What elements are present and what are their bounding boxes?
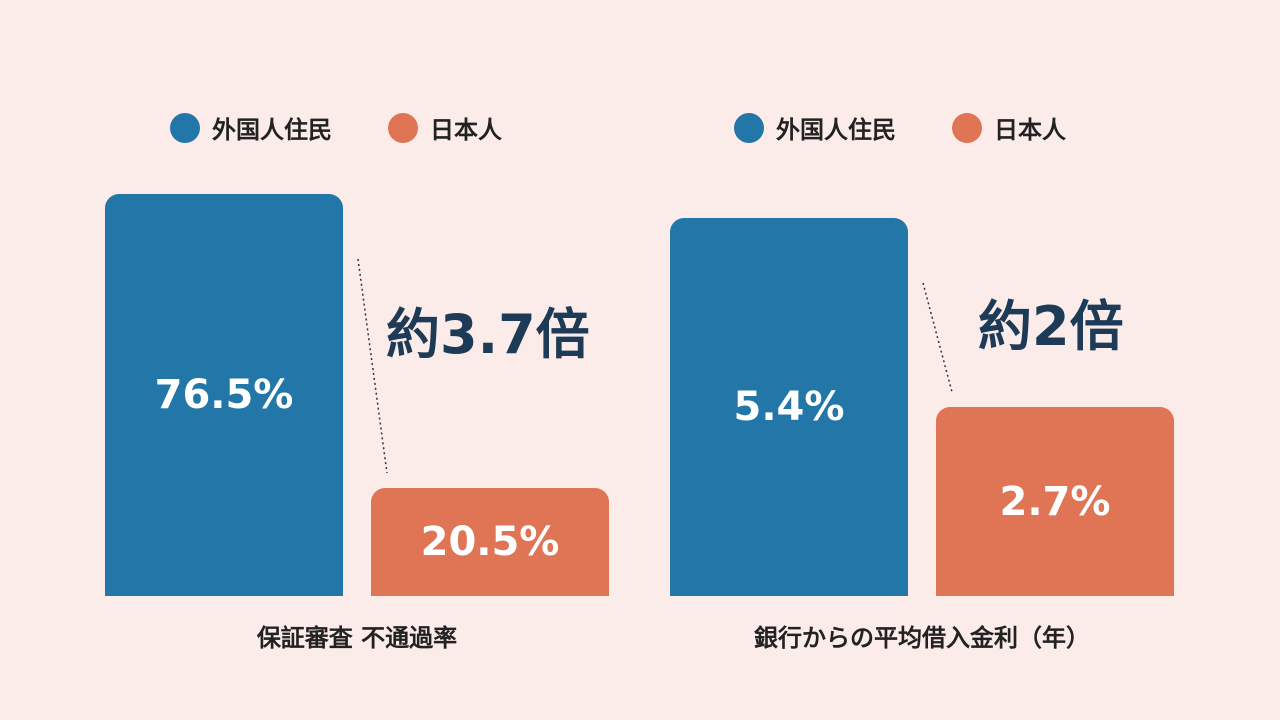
chart-panel-guarantee: 外国人住民 日本人 76.5% 20.5% 約3.7倍 保証審査 不通過率	[105, 110, 609, 652]
multiplier-label: 約2倍	[978, 295, 1124, 358]
legend-item-foreign: 外国人住民	[170, 110, 332, 145]
legend-item-japanese: 日本人	[388, 110, 502, 145]
legend-label-japanese: 日本人	[430, 116, 502, 144]
bar-value-label: 5.4%	[733, 384, 845, 430]
bar-foreign: 76.5%	[105, 194, 343, 596]
legend-dot-japanese	[952, 112, 982, 143]
legend-label-foreign: 外国人住民	[212, 116, 332, 144]
legend-item-japanese: 日本人	[952, 110, 1066, 145]
legend-label-foreign: 外国人住民	[776, 116, 896, 144]
legend: 外国人住民 日本人	[734, 110, 1112, 145]
legend-label-japanese: 日本人	[994, 116, 1066, 144]
legend-dot-foreign	[734, 112, 764, 143]
chart-caption: 銀行からの平均借入金利（年）	[754, 624, 1090, 652]
bar-japanese: 20.5%	[371, 488, 609, 596]
bar-japanese: 2.7%	[936, 407, 1174, 596]
bar-foreign: 5.4%	[670, 218, 908, 596]
chart-caption: 保証審査 不通過率	[256, 624, 458, 652]
bar-value-label: 2.7%	[999, 478, 1111, 525]
bar-value-label: 76.5%	[154, 372, 294, 418]
legend-dot-japanese	[388, 112, 418, 143]
legend-item-foreign: 外国人住民	[734, 110, 896, 145]
bar-value-label: 20.5%	[420, 519, 560, 565]
legend: 外国人住民 日本人	[170, 110, 548, 145]
multiplier-label: 約3.7倍	[386, 303, 590, 366]
legend-dot-foreign	[170, 112, 200, 143]
